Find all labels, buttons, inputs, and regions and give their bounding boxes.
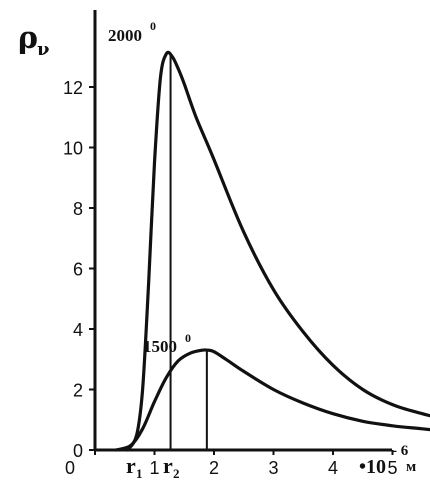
y-axis-label-sub: ν: [37, 39, 50, 60]
y-axis-label: ρ ν: [18, 21, 50, 60]
x-unit-prefix: •10: [359, 456, 386, 478]
x-tick-label: 4: [328, 458, 338, 478]
marker-r1: r 1: [126, 453, 143, 481]
series-group: [114, 50, 430, 452]
series-label-1500: 1500 0: [143, 331, 191, 356]
peak-lines: [169, 53, 208, 450]
series-label-1500-main: 1500: [143, 337, 177, 356]
marker-r2-main: r: [163, 453, 173, 478]
x-axis-unit: - 6 •10 м: [359, 443, 416, 478]
x-unit-meter: м: [406, 459, 416, 475]
series-label-2000-sup: 0: [150, 19, 156, 33]
marker-r2-sub: 2: [173, 466, 180, 481]
series-label-2000-main: 2000: [108, 26, 142, 45]
y-tick-label: 2: [73, 381, 83, 401]
y-tick-label: 10: [63, 139, 83, 159]
x-tick-label: 0: [65, 458, 75, 478]
series-label-1500-sup: 0: [185, 331, 191, 345]
x-unit-exponent: - 6: [392, 443, 409, 459]
x-tick-label: 1: [149, 458, 159, 478]
marker-r2: r 2: [163, 453, 180, 481]
y-tick-label: 0: [73, 441, 83, 461]
y-ticks: 0 2 4 6 8 10 12: [63, 78, 95, 461]
series-label-2000: 2000 0: [108, 19, 156, 45]
y-axis-label-main: ρ: [18, 21, 38, 56]
series-line-2000: [126, 50, 430, 452]
y-tick-label: 12: [63, 78, 83, 98]
x-tick-label: 3: [268, 458, 278, 478]
marker-r1-sub: 1: [136, 466, 143, 481]
marker-r1-main: r: [126, 453, 136, 478]
series-line-1500: [114, 348, 430, 452]
y-tick-label: 6: [73, 260, 83, 280]
x-tick-label: 5: [387, 458, 397, 478]
y-tick-label: 4: [73, 320, 83, 340]
y-tick-label: 8: [73, 199, 83, 219]
x-tick-label: 2: [209, 458, 219, 478]
